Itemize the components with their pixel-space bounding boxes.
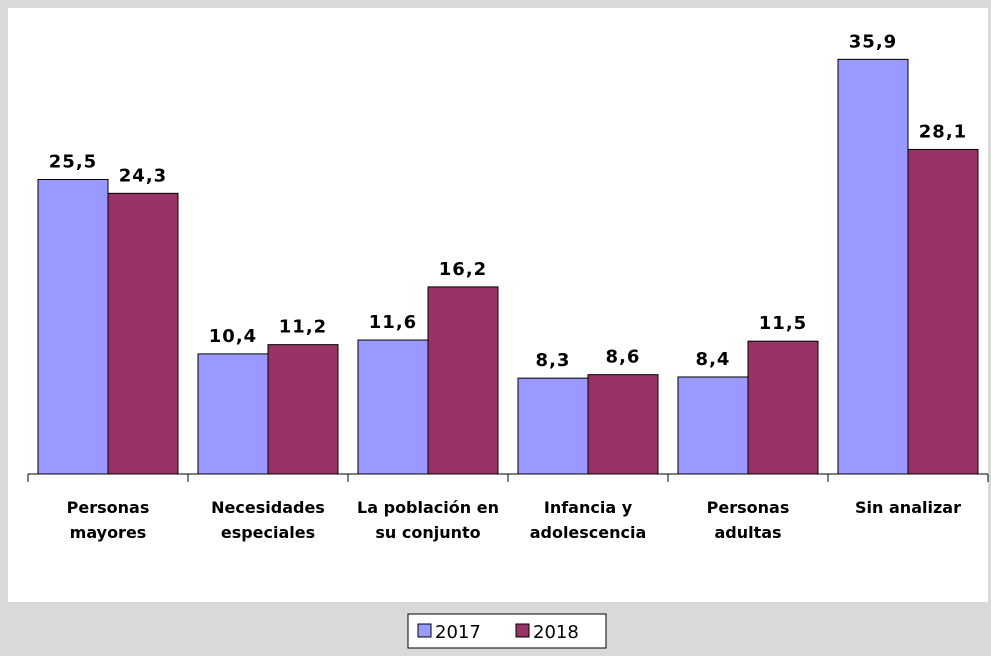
value-label: 35,9: [849, 31, 897, 52]
value-label: 11,5: [759, 313, 807, 334]
value-label: 16,2: [439, 259, 487, 280]
legend-label: 2017: [435, 622, 481, 643]
bar: [37, 178, 109, 475]
value-label: 24,3: [119, 165, 167, 186]
bar: [837, 58, 909, 475]
value-label: 8,4: [696, 349, 731, 370]
value-label: 11,6: [369, 312, 417, 333]
legend-swatch: [417, 623, 432, 638]
bar: [677, 376, 749, 475]
legend-label: 2018: [533, 622, 579, 643]
bar: [267, 344, 339, 475]
bar: [747, 340, 819, 475]
bar: [427, 286, 499, 475]
bar: [517, 377, 589, 475]
value-label: 10,4: [209, 326, 257, 347]
value-label: 28,1: [919, 121, 967, 142]
bar: [197, 353, 269, 475]
bar: [357, 339, 429, 475]
bar: [907, 148, 979, 475]
legend-box: [407, 613, 607, 649]
value-label: 25,5: [49, 151, 97, 172]
x-tick-label: Personas adultas: [706, 498, 790, 542]
x-tick-label: Personas mayores: [66, 498, 150, 542]
bar: [587, 374, 659, 475]
value-label: 8,3: [536, 350, 571, 371]
value-label: 11,2: [279, 317, 327, 338]
x-tick-label: Necesidades especiales: [211, 498, 325, 542]
bar: [107, 192, 179, 475]
x-tick-label: La población en su conjunto: [357, 498, 499, 542]
value-label: 8,6: [606, 347, 641, 368]
legend-swatch: [515, 623, 530, 638]
x-tick-label: Sin analizar: [855, 498, 961, 517]
x-tick-label: Infancia y adolescencia: [529, 498, 647, 542]
